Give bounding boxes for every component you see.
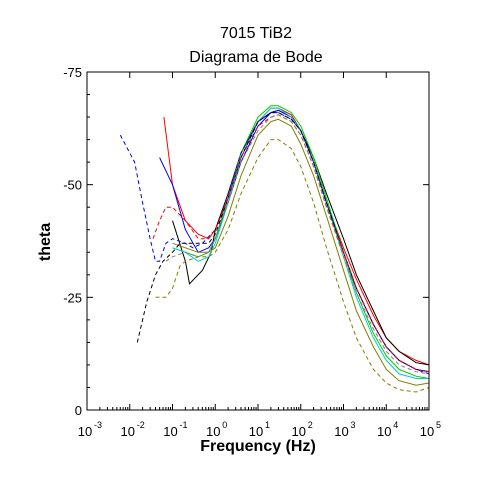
series-line-10	[155, 139, 430, 393]
series-line-1	[163, 107, 430, 366]
series-line-6	[172, 118, 430, 386]
x-tick-label: 10	[121, 424, 135, 439]
x-tick-label: 10	[334, 424, 348, 439]
y-tick-label: -50	[63, 178, 82, 193]
y-tick-label: -75	[63, 65, 82, 80]
x-tick-exponent: 5	[436, 420, 441, 430]
y-tick-label: -25	[63, 290, 82, 305]
series-line-9	[152, 114, 430, 373]
x-tick-exponent: -1	[180, 420, 188, 430]
x-tick-exponent: 2	[308, 420, 313, 430]
x-tick-exponent: 1	[265, 420, 270, 430]
chart-title: 7015 TiB2	[220, 25, 292, 42]
series-line-2	[172, 109, 430, 366]
chart-subtitle: Diagrama de Bode	[189, 49, 323, 66]
x-tick-exponent: 4	[393, 420, 398, 430]
x-tick-exponent: 3	[351, 420, 356, 430]
x-tick-label: 10	[420, 424, 434, 439]
x-tick-exponent: -2	[137, 420, 145, 430]
x-tick-label: 10	[292, 424, 306, 439]
y-axis-label: theta	[37, 223, 54, 261]
series-line-4	[172, 105, 430, 379]
x-tick-label: 10	[163, 424, 177, 439]
x-tick-label: 10	[249, 424, 263, 439]
x-tick-exponent: 0	[222, 420, 227, 430]
x-axis: 10 -3 10 -2 10 -1 10 0 10 1 10 2 10 3 10 4 10 5	[78, 72, 441, 439]
series-line-5	[172, 107, 429, 379]
series-line-3	[159, 109, 430, 373]
series-line-11	[165, 114, 430, 375]
x-axis-label: Frequency (Hz)	[200, 438, 316, 455]
x-tick-label: 10	[377, 424, 391, 439]
series-line-7	[119, 112, 430, 375]
y-axis: -75 -50 -25 0	[63, 65, 429, 418]
series-line-8	[136, 112, 430, 373]
x-tick-label: 10	[206, 424, 220, 439]
series-layer	[119, 105, 430, 393]
x-tick-exponent: -3	[94, 420, 102, 430]
x-tick-label: 10	[78, 424, 92, 439]
y-tick-label: 0	[75, 403, 82, 418]
